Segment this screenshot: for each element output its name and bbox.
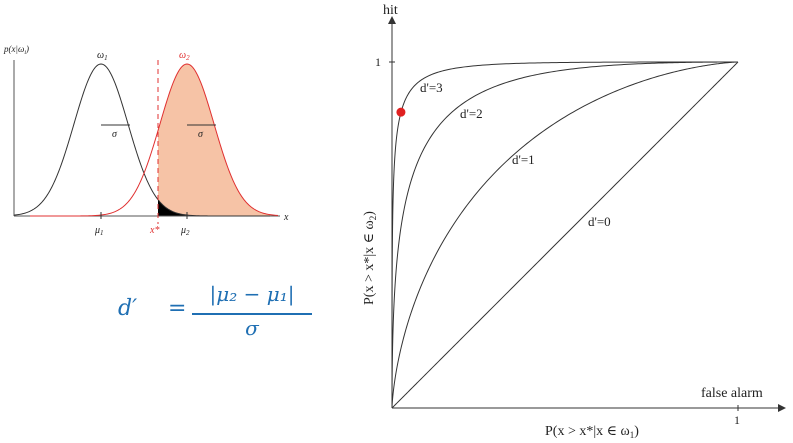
- formula-equals: =: [168, 296, 187, 321]
- roc-curve-dprime-0: [391, 61, 739, 409]
- formula-numerator: |μ₂ − μ₁|: [209, 282, 295, 306]
- class1-tail-overlap-area: [158, 199, 200, 216]
- roc-x-tick-label: 1: [734, 413, 740, 427]
- class1-label: ω1: [97, 50, 108, 62]
- class1-gaussian-curve: [13, 63, 270, 217]
- mu2-label: μ2: [180, 225, 190, 237]
- mu1-label: μ1: [94, 225, 104, 237]
- dprime-formula: d′ = |μ₂ − μ₁| σ: [118, 282, 318, 342]
- roc-curve-dprime-1: [391, 61, 739, 409]
- left-y-axis-label: p(x|ωi): [3, 44, 29, 56]
- roc-false-alarm-label: false alarm: [701, 386, 763, 401]
- roc-hit-label: hit: [383, 3, 398, 18]
- formula-denominator: σ: [245, 316, 259, 340]
- roc-curve-label-dprime-0: d'=0: [588, 214, 611, 229]
- sigma1-label: σ: [112, 129, 118, 140]
- class2-label: ω2: [179, 50, 190, 62]
- roc-curve-label-dprime-1: d'=1: [512, 152, 535, 167]
- class2-tail-shaded-area: [158, 64, 278, 216]
- class2-gaussian-curve: [30, 63, 279, 217]
- threshold-label: x*: [149, 225, 159, 236]
- roc-chart: 1 1 d'=3 d'=2 d'=1 d'=0 hit false alarm P(x…: [362, 3, 786, 440]
- roc-curve-label-dprime-2: d'=2: [460, 106, 483, 121]
- formula-lhs: d′: [118, 296, 138, 321]
- left-x-axis-label: x: [283, 212, 289, 223]
- formula-fraction-bar: [192, 313, 312, 315]
- sigma2-label: σ: [198, 129, 204, 140]
- left-distribution-plot: p(x|ωi) x ω1 ω2 σ σ μ1 μ2 x*: [3, 44, 289, 237]
- roc-y-tick-label: 1: [375, 55, 381, 69]
- roc-y-axis-label: P(x > x*|x ∈ ω2): [362, 211, 378, 305]
- roc-curve-label-dprime-3: d'=3: [420, 80, 443, 95]
- operating-point-marker: [396, 107, 406, 117]
- roc-x-axis-label: P(x > x*|x ∈ ω1): [545, 424, 639, 440]
